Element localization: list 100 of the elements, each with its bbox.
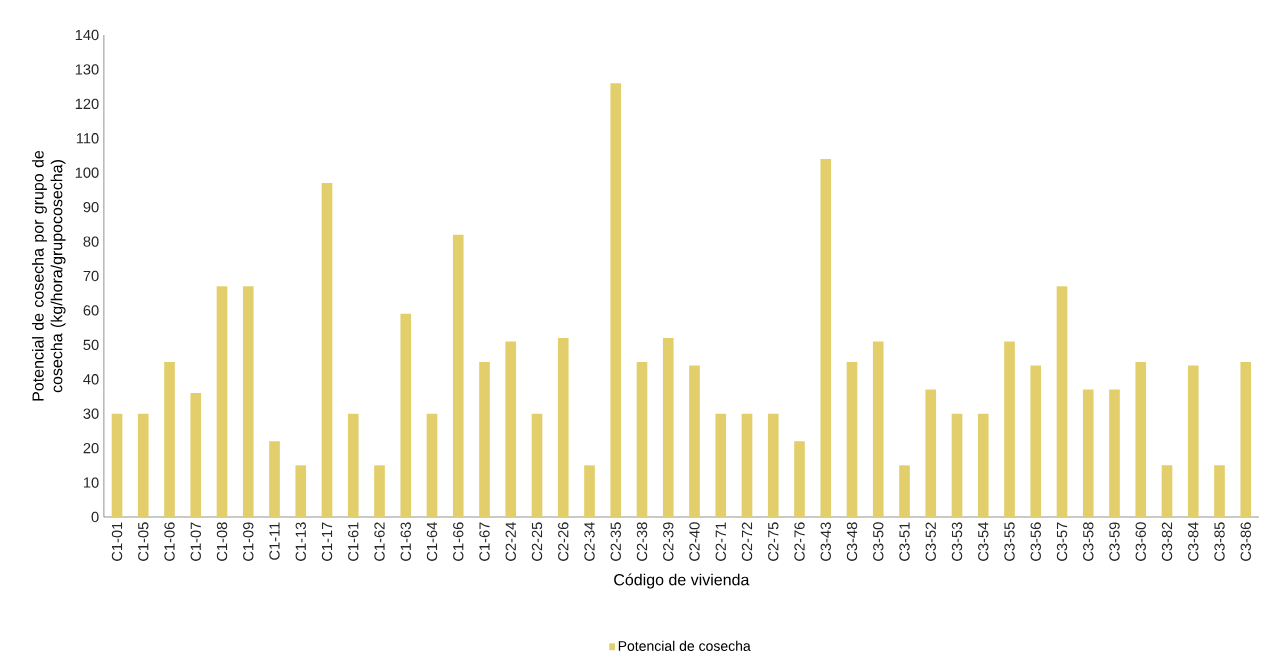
y-tick-label: 80 xyxy=(83,236,99,247)
bar xyxy=(951,413,963,517)
legend-label: Potencial de cosecha xyxy=(618,640,751,651)
x-tick-label: C1-17 xyxy=(321,522,333,561)
x-tick-label: C1-11 xyxy=(269,522,280,560)
x-tick-label: C2-75 xyxy=(768,522,779,561)
bar xyxy=(872,341,884,517)
bar xyxy=(557,337,569,517)
x-tick-label: C3-50 xyxy=(873,522,884,561)
x-tick-label: C3-54 xyxy=(978,522,989,561)
x-tick-label: C1-61 xyxy=(348,522,359,561)
y-tick-label: 50 xyxy=(83,339,99,351)
x-tick-label: C1-64 xyxy=(426,522,438,561)
bar xyxy=(1109,389,1120,517)
x-tick-label: C3-58 xyxy=(1083,522,1094,561)
bar xyxy=(1004,341,1015,517)
x-tick-label: C3-52 xyxy=(925,522,936,561)
bar xyxy=(767,413,779,517)
bar xyxy=(610,83,622,517)
x-tick-label: C1-67 xyxy=(479,522,490,561)
y-tick-label: 140 xyxy=(75,29,99,41)
x-tick-label: C3-85 xyxy=(1214,522,1225,561)
x-axis-title: Código de vivienda xyxy=(614,573,750,589)
y-tick-label: 20 xyxy=(83,442,99,454)
x-tick-label: C3-55 xyxy=(1004,522,1015,561)
bar xyxy=(216,286,228,517)
y-tick-label: 30 xyxy=(83,408,99,419)
x-tick-label: C2-38 xyxy=(636,522,648,561)
bar xyxy=(321,183,333,517)
bar xyxy=(347,413,359,517)
bar xyxy=(899,465,910,517)
bar xyxy=(1240,362,1252,517)
y-tick-label: 110 xyxy=(76,133,99,144)
x-tick-label: C3-53 xyxy=(951,522,963,561)
x-tick-label: C3-60 xyxy=(1135,522,1146,561)
bar xyxy=(242,286,254,517)
bar xyxy=(164,362,175,517)
x-tick-label: C1-06 xyxy=(164,522,175,561)
bar xyxy=(531,413,543,517)
y-tick-label: 10 xyxy=(83,477,99,488)
bar xyxy=(479,362,490,517)
bar xyxy=(374,465,385,517)
bar xyxy=(1161,465,1173,517)
x-tick-label: C3-51 xyxy=(899,522,910,561)
bar xyxy=(295,465,307,517)
bar xyxy=(1082,389,1094,517)
bar xyxy=(1214,465,1225,517)
x-tick-label: C1-13 xyxy=(295,522,306,561)
x-tick-label: C1-07 xyxy=(190,522,201,561)
x-tick-label: C3-82 xyxy=(1161,522,1173,561)
y-tick-label: 100 xyxy=(75,167,99,178)
bar xyxy=(715,413,727,517)
x-tick-label: C3-48 xyxy=(846,522,858,561)
bar xyxy=(137,413,149,517)
bar xyxy=(977,413,989,517)
y-tick-label: 90 xyxy=(83,201,99,213)
bar xyxy=(111,413,123,517)
x-tick-label: C3-57 xyxy=(1056,522,1068,561)
y-axis-title: Potencial de cosecha por grupo de cosecha (kg/hora/grupocosecha) xyxy=(31,150,66,401)
bar xyxy=(1135,362,1147,517)
y-tick-label: 130 xyxy=(75,64,99,75)
y-tick-label: 40 xyxy=(83,374,99,385)
bar xyxy=(584,465,595,517)
bar xyxy=(269,441,280,517)
x-tick-label: C3-86 xyxy=(1240,522,1251,561)
x-tick-label: C1-09 xyxy=(243,522,254,561)
x-tick-label: C2-24 xyxy=(505,522,516,561)
bar xyxy=(505,341,517,517)
x-tick-label: C2-34 xyxy=(584,522,595,561)
bar xyxy=(689,365,700,517)
x-tick-label: C2-26 xyxy=(558,522,569,561)
bar xyxy=(1187,365,1199,517)
x-tick-label: C2-40 xyxy=(689,522,700,561)
x-tick-label: C2-25 xyxy=(531,522,543,561)
y-tick-label: 60 xyxy=(83,305,99,316)
x-tick-label: C1-62 xyxy=(374,522,385,561)
x-tick-label: C2-76 xyxy=(794,522,805,561)
x-tick-label: C2-39 xyxy=(663,522,674,561)
x-tick-label: C3-59 xyxy=(1109,522,1120,561)
bar xyxy=(662,337,674,517)
x-tick-label: C3-84 xyxy=(1188,522,1199,561)
y-tick-label: 0 xyxy=(91,511,99,523)
bar xyxy=(820,158,832,517)
bar xyxy=(794,441,805,517)
bar xyxy=(741,413,753,517)
x-tick-label: C3-43 xyxy=(820,522,831,561)
x-tick-label: C1-05 xyxy=(138,522,149,561)
bar xyxy=(925,389,937,517)
bar xyxy=(400,313,412,517)
x-tick-label: C2-71 xyxy=(715,522,726,561)
bar xyxy=(452,234,464,517)
bar xyxy=(426,413,438,517)
bar xyxy=(1056,286,1068,517)
x-tick-label: C1-08 xyxy=(216,522,228,561)
y-tick-label: 70 xyxy=(83,270,99,282)
x-tick-label: C1-63 xyxy=(400,522,411,561)
x-tick-label: C2-72 xyxy=(741,522,753,561)
bar xyxy=(1030,365,1042,517)
bar xyxy=(190,393,202,517)
bar xyxy=(636,362,648,517)
